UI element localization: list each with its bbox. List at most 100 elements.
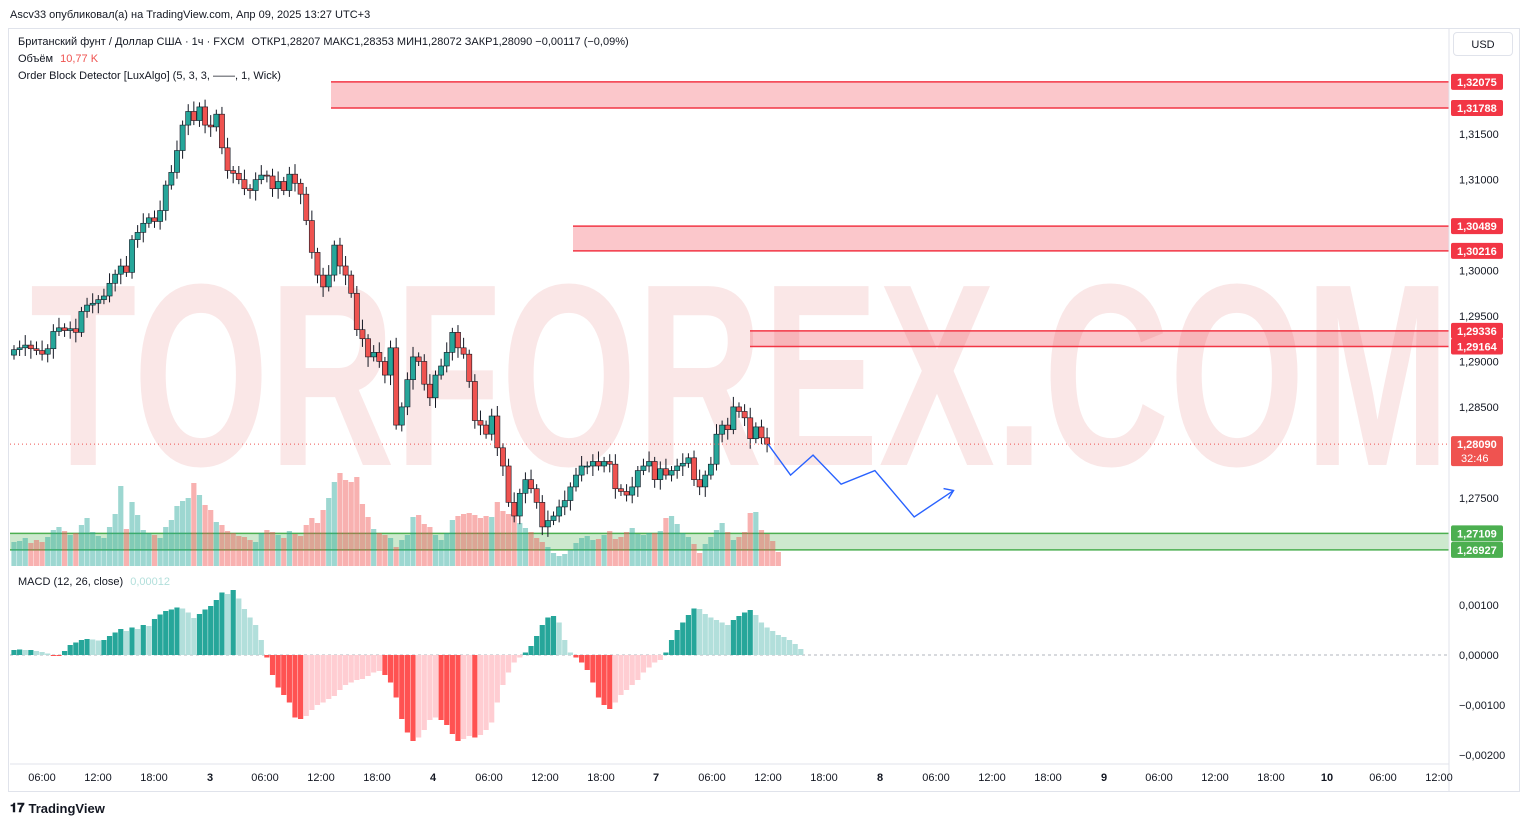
candle-body (707, 463, 714, 476)
candle-body (634, 470, 641, 488)
volume-bar (545, 547, 551, 566)
price-tick-label: 1,28500 (1459, 402, 1499, 414)
volume-bar (556, 556, 562, 566)
volume-bar (118, 486, 124, 566)
candle-body (623, 491, 630, 496)
candle-body (27, 344, 34, 350)
currency-button[interactable]: USD (1453, 32, 1513, 56)
candle-body (426, 383, 433, 399)
candle-body (528, 479, 534, 490)
order-blocks (10, 81, 1449, 551)
volume-bar (483, 516, 489, 566)
macd-bar (275, 655, 281, 688)
candle-body (561, 500, 568, 508)
volume-bar (438, 540, 444, 566)
macd-bar (157, 614, 163, 655)
volume-bar (258, 533, 264, 566)
macd-bar (702, 614, 708, 655)
volume-bar (67, 535, 73, 566)
volume-bar (511, 510, 517, 566)
macd-bar (180, 608, 186, 655)
macd-bar (556, 622, 562, 655)
volume-bar (180, 501, 186, 566)
volume-bar (309, 518, 315, 566)
candle-body (685, 457, 692, 464)
macd-bar (33, 651, 40, 655)
volume-bar (163, 527, 169, 566)
candle-body (134, 232, 141, 240)
macd-bar (140, 625, 146, 655)
candle-body (646, 461, 652, 467)
volume-value: 10,77 K (60, 53, 99, 65)
time-tick-label: 8 (877, 772, 883, 784)
macd-bar (404, 655, 410, 733)
chart-frame (8, 28, 1520, 792)
candle-body (589, 461, 596, 467)
footer-brand[interactable]: 𝟏𝟕 TradingView (10, 800, 105, 816)
candle-body (247, 188, 253, 191)
macd-bar (129, 627, 135, 655)
candle-body (606, 461, 613, 465)
macd-bar (112, 632, 118, 655)
volume-bar (84, 518, 90, 566)
volume-bar (534, 538, 540, 566)
candle-body (471, 381, 478, 421)
volume-bar (45, 537, 51, 566)
price-axis[interactable]: 1,31500 1,31000 1,30000 1,29500 1,29000 1,285… (1448, 28, 1505, 792)
candle-body (16, 347, 23, 350)
volume-bar (646, 533, 652, 566)
macd-bar (28, 650, 34, 655)
zone-price-tag (1451, 100, 1503, 116)
macd-bar (623, 655, 630, 690)
macd-bar (534, 636, 540, 655)
price-tick-label: 1,31500 (1459, 129, 1499, 141)
candle-body (674, 465, 681, 471)
volume-bar (387, 538, 394, 566)
candle-body (117, 265, 124, 275)
candle-body (50, 331, 57, 350)
candle-body (443, 352, 450, 367)
zone-price-label: 1,30216 (1457, 246, 1497, 258)
macd-bar (314, 655, 321, 705)
macd-bar (775, 635, 781, 655)
macd-bar (106, 636, 113, 655)
macd-bar (668, 640, 675, 655)
macd-bar (22, 650, 28, 655)
macd-bar (281, 655, 287, 695)
candle-body (663, 468, 669, 476)
candle-body (280, 181, 287, 191)
volume-bar (303, 525, 309, 566)
projection-path (767, 443, 955, 518)
macd-bar (511, 655, 517, 663)
volume-bar (174, 506, 180, 566)
candle-body (207, 124, 214, 128)
candle-body (202, 106, 208, 126)
macd-bar (483, 655, 489, 730)
volume-bar (517, 523, 523, 566)
volume-bar (652, 533, 658, 566)
candle-body (241, 179, 248, 190)
candle-body (618, 488, 624, 492)
macd-bar (399, 655, 405, 719)
symbol-legend[interactable]: Британский фунт / Доллар США · 1ч · FXCM… (18, 36, 633, 48)
candle-body (196, 106, 203, 121)
time-tick-label: 06:00 (1145, 772, 1173, 784)
volume-bar (668, 516, 675, 566)
candle-body (353, 292, 360, 330)
candle-body (556, 506, 563, 517)
macd-bar (522, 652, 529, 655)
time-axis[interactable]: 06:00 12:00 18:00 3 06:00 12:00 18:00 4 06:00 12:… (10, 763, 1453, 784)
volume-bar (657, 531, 663, 566)
macd-bar (163, 611, 169, 655)
macd-bar (342, 655, 349, 685)
volume-bar (56, 527, 62, 566)
candle-body (398, 406, 405, 426)
candle-body (95, 299, 102, 304)
zone-price-tag (1451, 242, 1503, 259)
indicator-legend[interactable]: Order Block Detector [LuxAlgo] (5, 3, 3,… (18, 70, 285, 82)
macd-legend[interactable]: MACD (12, 26, close) 0,00012 (18, 576, 174, 588)
volume-legend[interactable]: Объём 10,77 K (18, 53, 102, 65)
volume-bar (736, 537, 742, 566)
candle-body (348, 274, 355, 294)
